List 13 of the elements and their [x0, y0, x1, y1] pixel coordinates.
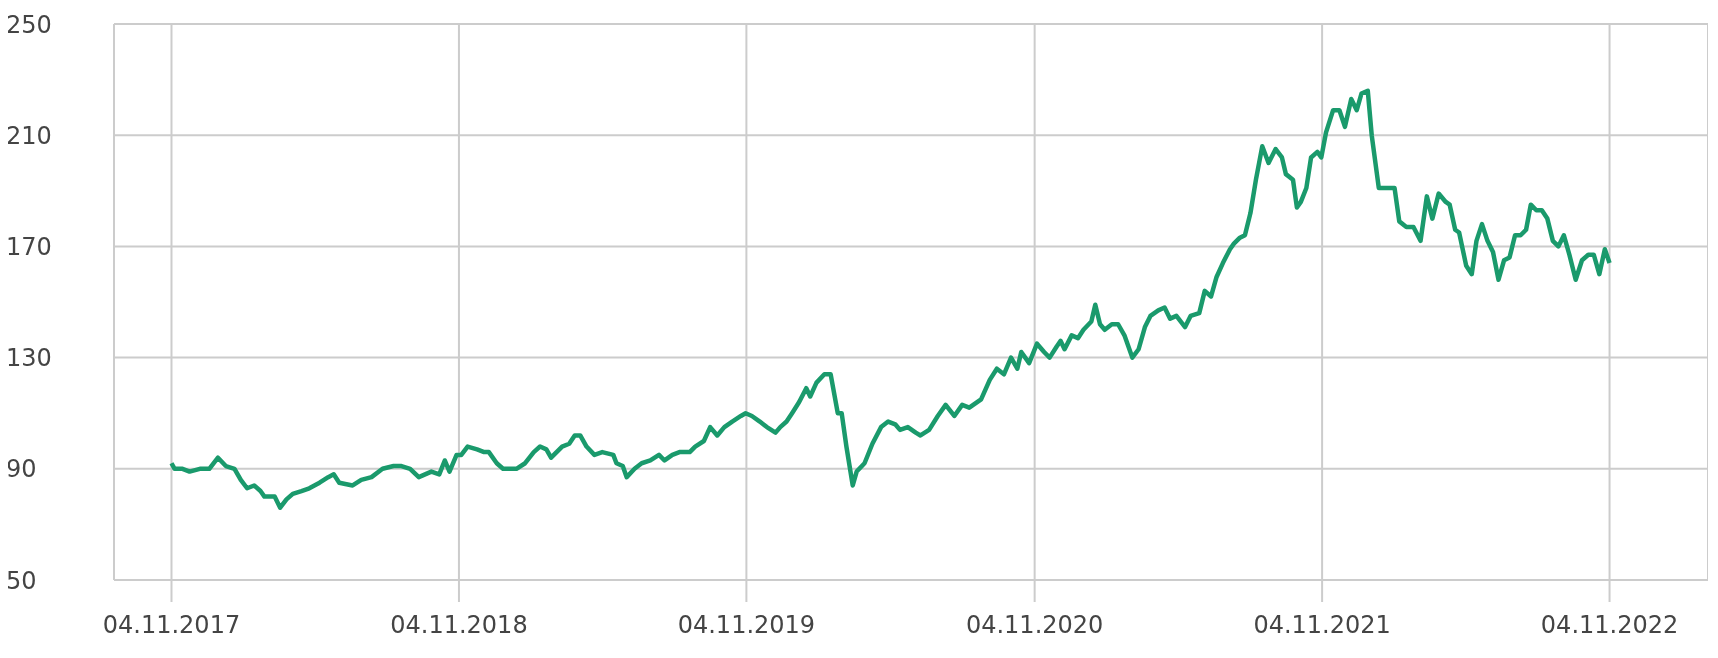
y-tick-label: 130 [6, 344, 52, 373]
x-tick-label: 04.11.2022 [1540, 611, 1679, 640]
y-tick-label: 170 [6, 232, 52, 261]
y-tick-label: 210 [6, 121, 52, 150]
x-tick-label: 04.11.2018 [390, 611, 528, 640]
x-tick-label: 04.11.2021 [1253, 611, 1391, 640]
x-tick-label: 04.11.2017 [102, 611, 241, 640]
y-tick-label: 90 [6, 455, 37, 484]
x-tick-label: 04.11.2020 [965, 611, 1104, 640]
line-series [169, 88, 1612, 510]
y-tick-label: 50 [6, 566, 37, 595]
y-tick-label: 250 [6, 10, 52, 39]
x-tick-label: 04.11.2019 [677, 611, 816, 640]
